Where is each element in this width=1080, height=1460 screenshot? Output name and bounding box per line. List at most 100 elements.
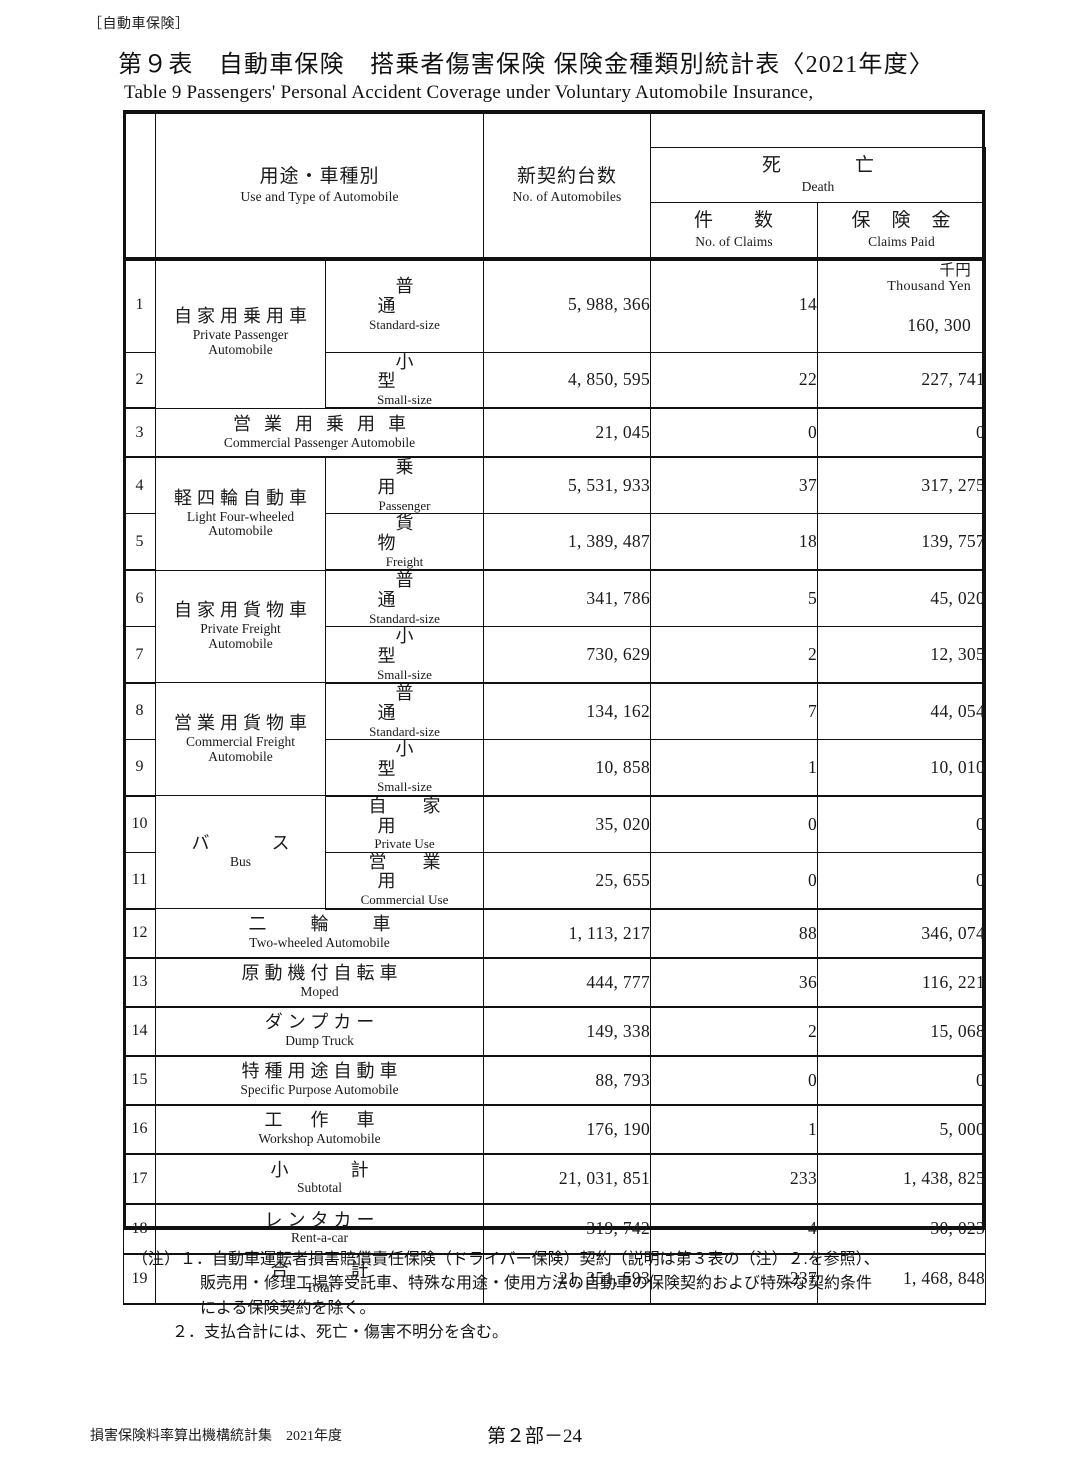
table-row: 13 原動機付自転車 Moped 444, 777 36 116, 221 [123, 957, 987, 1008]
category-label-jp: 合 計 [270, 1259, 391, 1280]
cell-death-claims-paid: 346, 074 [817, 908, 987, 959]
cell-no-of-automobiles: 1, 113, 217 [483, 908, 652, 959]
subcategory-label-jp: 小 型 [377, 626, 504, 666]
subcategory-label-en: Passenger [378, 497, 431, 513]
category-label-jp: 原動機付自転車 [241, 963, 403, 984]
category-label-en: Specific Purpose Automobile [240, 1081, 399, 1097]
category-label-en: Commercial Freight Automobile [185, 733, 296, 764]
header-category-en: Use and Type of Automobile [240, 188, 399, 204]
row-number: 15 [123, 1055, 156, 1106]
row-number: 12 [123, 908, 156, 959]
cell-no-of-automobiles: 21, 045 [483, 407, 652, 459]
category-label-jp: レンタカー [264, 1209, 380, 1230]
category-label-jp: バ ス [191, 833, 312, 854]
subcategory-label: 普 通 Standard-size [324, 256, 485, 353]
cell-death-claims-paid: 44, 054 [817, 682, 987, 740]
subcategory-label: 普 通 Standard-size [324, 569, 485, 628]
cell-death-no-of-claims: 0 [650, 795, 819, 853]
category-label: 自家用乗用車 Private Passenger Automobile [155, 256, 326, 409]
table-row: 10 バ ス Bus 自家用 Private Use 35, 020 0 0 [123, 795, 987, 910]
header-row-2: 死 亡 Death [124, 146, 987, 203]
cell-death-no-of-claims: 2 [650, 626, 819, 684]
table-row: 4 軽四輪自動車 Light Four-wheeled Automobile 乗 用 Pa… [123, 456, 987, 571]
statistics-table: 用途・車種別 Use and Type of Automobile 新契約台数 … [123, 112, 987, 1305]
row-number: 6 [123, 569, 156, 628]
cell-death-no-of-claims: 233 [650, 1153, 819, 1205]
table-body: 1 自家用乗用車 Private Passenger Automobile 普 通 Sta… [123, 256, 987, 1305]
cell-value: 160, 300 [907, 314, 972, 335]
category-label-jp: ダンプカー [264, 1012, 380, 1033]
subcategory-label: 小 型 Small-size [324, 351, 485, 410]
cell-no-of-automobiles: 176, 190 [483, 1104, 652, 1155]
subcategory-label-en: Freight [385, 553, 424, 569]
subcategory-label-jp: 貨 物 [377, 513, 504, 554]
header-death-jp: 死 亡 [762, 155, 887, 177]
cell-no-of-automobiles: 319, 742 [483, 1203, 652, 1255]
cell-death-no-of-claims: 1 [650, 1104, 819, 1155]
category-label: 小 計 Subtotal [154, 1153, 485, 1205]
cell-death-no-of-claims: 14 [650, 256, 819, 353]
table-row: 15 特種用途自動車 Specific Purpose Automobile 88, … [123, 1055, 987, 1106]
header-claims-count: 件 数 No. of Claims [650, 201, 819, 258]
cell-no-of-automobiles: 444, 777 [483, 957, 652, 1008]
header-automobiles-jp: 新契約台数 [517, 165, 618, 187]
header-death-en: Death [801, 178, 835, 194]
table-row: 1 自家用乗用車 Private Passenger Automobile 普 通 Sta… [123, 256, 987, 409]
table-row: 14 ダンプカー Dump Truck 149, 338 2 15, 068 [123, 1006, 987, 1057]
header-claims-paid: 保 険 金 Claims Paid [817, 201, 987, 258]
category-label-jp: 自家用乗用車 [174, 306, 312, 327]
row-number: 18 [123, 1203, 156, 1255]
cell-death-claims-paid: 30, 023 [817, 1203, 987, 1255]
cell-death-no-of-claims: 7 [650, 682, 819, 740]
table-head: 用途・車種別 Use and Type of Automobile 新契約台数 … [123, 112, 987, 258]
header-death-group: 死 亡 Death [650, 146, 987, 203]
subcategory-label: 小 型 Small-size [324, 738, 485, 797]
header-row-3: 件 数 No. of Claims 保 険 金 Claims Paid [124, 201, 987, 258]
cell-death-no-of-claims: 36 [650, 957, 819, 1008]
cell-death-claims-paid: 12, 305 [817, 626, 987, 684]
category-label-jp: 小 計 [270, 1159, 391, 1180]
subcategory-label-en: Standard-size [369, 610, 440, 626]
cell-death-claims-paid: 1, 468, 848 [817, 1253, 987, 1305]
cell-death-no-of-claims: 37 [650, 456, 819, 515]
category-label-en: Private Freight Automobile [200, 621, 281, 651]
cell-death-no-of-claims: 2 [650, 1006, 819, 1057]
cell-no-of-automobiles: 25, 655 [483, 851, 652, 910]
cell-no-of-automobiles: 134, 162 [483, 682, 652, 740]
header-spacer [651, 113, 986, 148]
row-number: 4 [123, 456, 156, 515]
row-number: 13 [123, 957, 156, 1008]
category-label-jp: 工 作 車 [264, 1110, 380, 1131]
document-category-tag: ［自動車保険］ [88, 17, 190, 32]
footnote-1-line-2: 販売用・修理工場等受託車、特殊な用途・使用方法の自動車の保険契約および特殊な契約… [200, 1275, 873, 1293]
cell-death-claims-paid: 45, 020 [817, 569, 987, 628]
row-number: 2 [123, 351, 156, 410]
cell-death-no-of-claims: 0 [650, 1055, 819, 1106]
category-label-jp: 営業用貨物車 [174, 713, 312, 734]
category-label-en: Dump Truck [285, 1032, 354, 1048]
subcategory-label-en: Standard-size [369, 316, 440, 332]
table-row: 17 小 計 Subtotal 21, 031, 851 233 1, 438, 825 [123, 1153, 987, 1205]
row-number: 3 [123, 407, 156, 459]
table-row: 16 工 作 車 Workshop Automobile 176, 190 1 5, 00… [123, 1104, 987, 1155]
subcategory-label-jp: 普 通 [377, 682, 504, 723]
page-title-english: Table 9 Passengers' Personal Accident Co… [124, 82, 814, 103]
unit-label-en: Thousand Yen [887, 279, 972, 295]
category-label-en: Subtotal [297, 1180, 343, 1196]
subcategory-label-en: Standard-size [369, 723, 440, 739]
cell-no-of-automobiles: 1, 389, 487 [483, 513, 652, 572]
cell-no-of-automobiles: 10, 858 [483, 738, 652, 797]
category-label-en: Private Passenger Automobile [192, 327, 289, 358]
cell-death-no-of-claims: 4 [650, 1203, 819, 1255]
cell-death-claims-paid: 5, 000 [817, 1104, 987, 1155]
cell-death-claims-paid: 10, 010 [817, 738, 987, 797]
row-number: 11 [123, 851, 156, 910]
category-label: レンタカー Rent-a-car [154, 1203, 485, 1255]
header-claims-en: No. of Claims [695, 233, 773, 249]
header-paid-en: Claims Paid [868, 233, 935, 249]
row-number: 5 [123, 513, 156, 572]
footer-source: 損害保険料率算出機構統計集 2021年度 [90, 1429, 342, 1444]
category-label: 営業用貨物車 Commercial Freight Automobile [155, 682, 326, 797]
